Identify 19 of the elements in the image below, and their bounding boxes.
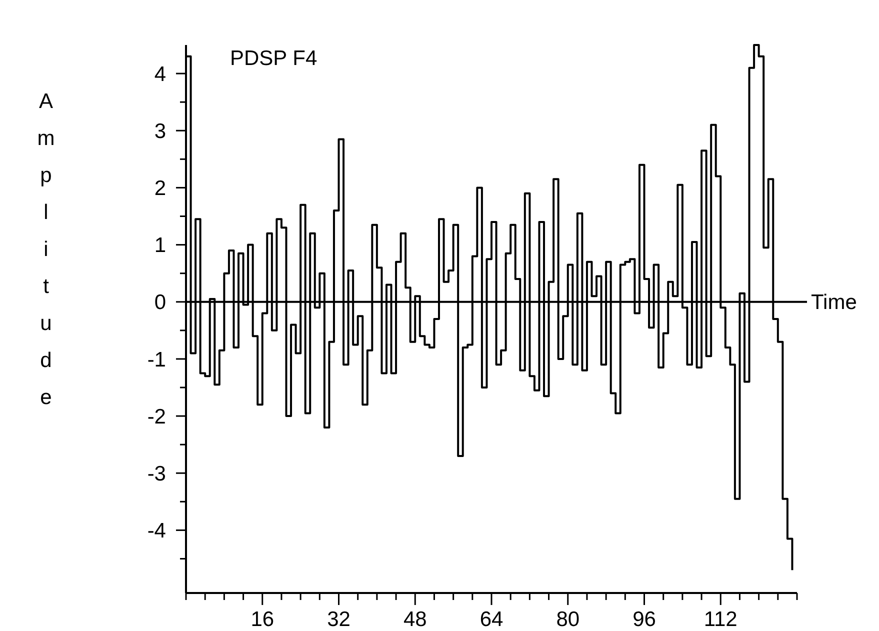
x-tick-label: 96 [632,608,656,631]
y-tick-label: -4 [147,520,166,543]
x-tick-label: 16 [250,608,274,631]
y-tick-label: -2 [147,405,166,428]
x-tick-label: 64 [480,608,504,631]
text: Amplitude [37,90,55,409]
y-tick-label: -3 [147,462,166,486]
ref-line-label: Time [811,291,857,314]
x-tick-label: 32 [327,608,350,631]
x-tick-label: 48 [403,608,427,631]
y-tick-label: 2 [154,177,166,200]
y-tick-label: 1 [154,234,166,258]
y-tick-label: 4 [154,62,166,86]
x-tick-label: 80 [556,608,580,631]
y-tick-label: 3 [154,120,166,143]
y-tick-label: -1 [147,348,166,372]
x-tick-label: 112 [704,608,738,631]
chart-title: PDSP F4 [230,47,318,70]
y-tick-label: 0 [154,291,166,314]
